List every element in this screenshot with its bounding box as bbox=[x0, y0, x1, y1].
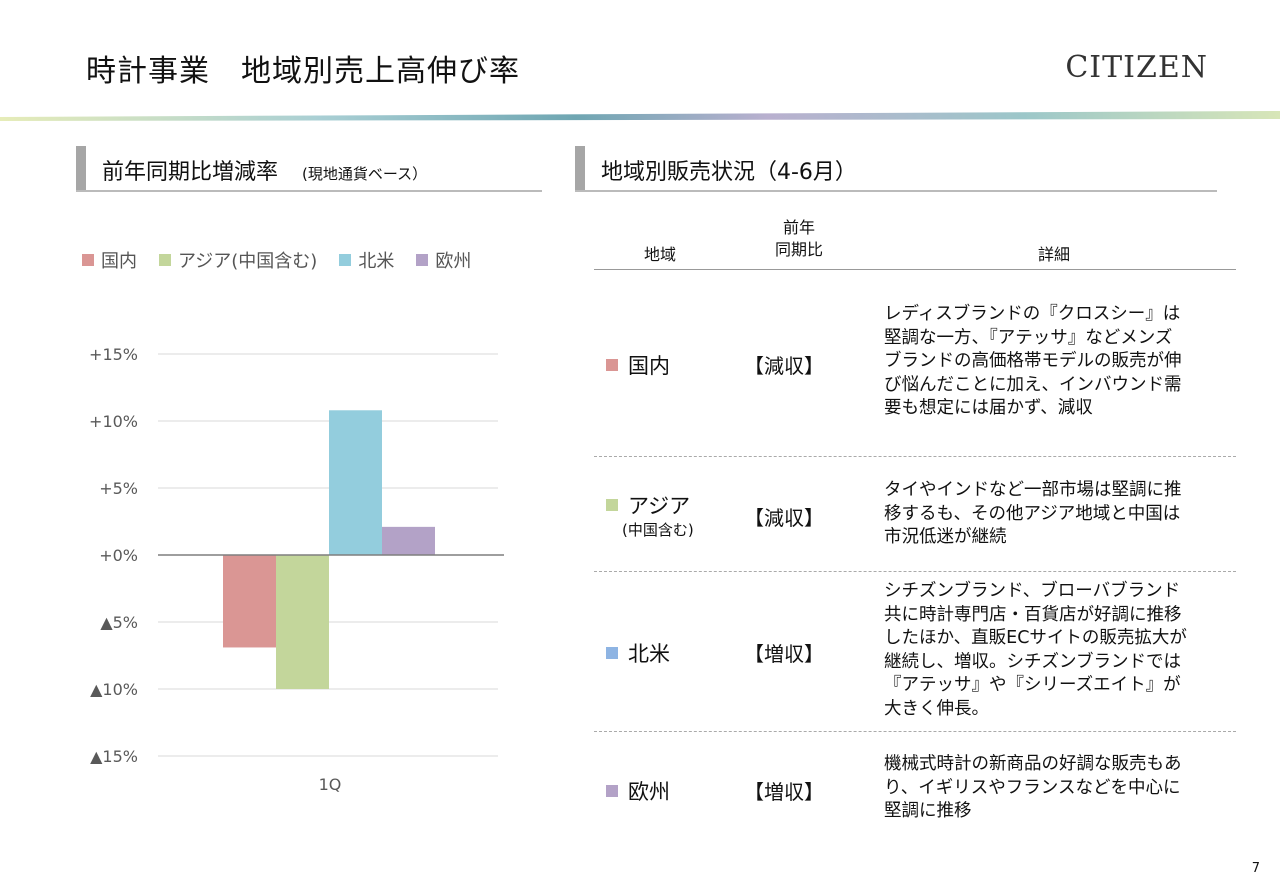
bar-europe bbox=[382, 526, 435, 555]
detail-line: 共に時計専門店・百貨店が好調に推移 bbox=[884, 604, 1182, 625]
detail-line: タイやインドなど一部市場は堅調に推 bbox=[884, 480, 1182, 500]
header-region: 地域 bbox=[643, 245, 676, 264]
legend-swatch-asia bbox=[159, 254, 171, 266]
bar-north-america bbox=[329, 410, 382, 555]
detail-line: レディスブランドの『クロスシー』は bbox=[884, 304, 1181, 324]
legend-swatch-north-america bbox=[339, 254, 352, 266]
section-header-bar bbox=[575, 146, 585, 190]
region-north-america: 北米 bbox=[606, 638, 670, 668]
legend-label: 北米 bbox=[358, 251, 395, 272]
detail-domestic: レディスブランドの『クロスシー』は 堅調な一方、『アテッサ』などメンズ ブランド… bbox=[884, 303, 1229, 421]
y-tick-label: +10% bbox=[89, 412, 138, 431]
row-separator bbox=[594, 571, 1236, 572]
detail-line: り、イギリスやフランスなどを中心に bbox=[884, 777, 1181, 798]
result-europe: 【増収】 bbox=[744, 780, 824, 804]
chart-section-title-text: 前年同期比増減率 bbox=[102, 160, 279, 185]
region-asia: アジア bbox=[606, 490, 690, 520]
region-europe: 欧州 bbox=[606, 776, 670, 806]
header-detail: 詳細 bbox=[1037, 245, 1070, 264]
chart-legend: 国内 アジア(中国含む) 北米 欧州 bbox=[82, 247, 471, 273]
detail-line: 要も想定には届かず、減収 bbox=[884, 398, 1093, 418]
table-section-title: 地域別販売状況（4-6月） bbox=[601, 160, 857, 185]
bar-domestic bbox=[223, 555, 276, 648]
legend-label: アジア(中国含む) bbox=[178, 251, 318, 272]
yoy-bar-chart: +15% +10% +5% +0% ▲5% ▲10% ▲15% 1Q bbox=[89, 345, 504, 794]
legend-item-europe: 欧州 bbox=[416, 247, 471, 273]
detail-line: 堅調に推移 bbox=[884, 801, 972, 821]
chart-section-subtitle: (現地通貨ベース） bbox=[302, 165, 428, 183]
legend-swatch-europe bbox=[416, 254, 429, 266]
row-separator bbox=[594, 456, 1236, 457]
legend-label: 欧州 bbox=[435, 251, 472, 272]
region-label: 欧州 bbox=[628, 780, 670, 804]
legend-item-north-america: 北米 bbox=[339, 247, 394, 273]
region-marker-asia bbox=[606, 499, 618, 511]
detail-line: 継続し、増収。シチズンブランドでは bbox=[884, 651, 1181, 672]
legend-label: 国内 bbox=[101, 251, 137, 272]
citizen-logo: CITIZEN bbox=[1065, 50, 1208, 85]
detail-line: 堅調な一方、『アテッサ』などメンズ bbox=[884, 327, 1173, 348]
detail-line: したほか、直販ECサイトの販売拡大が bbox=[884, 628, 1187, 648]
y-tick-label: +0% bbox=[99, 546, 138, 565]
region-marker-domestic bbox=[606, 359, 618, 371]
region-marker-north-america bbox=[606, 647, 618, 659]
region-label: 国内 bbox=[628, 354, 670, 378]
detail-asia: タイやインドなど一部市場は堅調に推 移するも、その他アジア地域と中国は 市況低迷… bbox=[884, 479, 1229, 550]
detail-north-america: シチズンブランド、ブローバブランド 共に時計専門店・百貨店が好調に推移 したほか… bbox=[884, 580, 1229, 721]
region-domestic: 国内 bbox=[606, 350, 670, 380]
chart-section-header: 前年同期比増減率 (現地通貨ベース） bbox=[76, 146, 542, 192]
bar-asia bbox=[276, 555, 329, 689]
region-marker-europe bbox=[606, 785, 618, 797]
y-tick-label: ▲10% bbox=[90, 680, 138, 699]
result-asia: 【減収】 bbox=[744, 506, 824, 530]
header-yoy: 前年 同期比 bbox=[754, 217, 844, 261]
result-domestic: 【減収】 bbox=[744, 354, 824, 378]
legend-item-asia: アジア(中国含む) bbox=[159, 247, 317, 273]
y-tick-label: +15% bbox=[89, 345, 138, 364]
y-tick-label: ▲15% bbox=[90, 747, 138, 766]
x-category-label: 1Q bbox=[319, 775, 342, 794]
detail-line: 機械式時計の新商品の好調な販売もあ bbox=[884, 754, 1182, 774]
header-yoy-line2: 同期比 bbox=[774, 240, 823, 259]
region-label: 北米 bbox=[628, 642, 670, 666]
detail-line: ブランドの高価格帯モデルの販売が伸 bbox=[884, 351, 1182, 371]
page-number: 7 bbox=[1251, 861, 1260, 876]
table-header-rule bbox=[594, 269, 1236, 270]
region-sub-asia: (中国含む) bbox=[622, 521, 694, 539]
table-section-header: 地域別販売状況（4-6月） bbox=[575, 146, 1217, 192]
detail-line: 市況低迷が継続 bbox=[884, 527, 1007, 547]
result-north-america: 【増収】 bbox=[744, 642, 824, 666]
decorative-gradient-band bbox=[0, 111, 1280, 121]
detail-line: 移するも、その他アジア地域と中国は bbox=[884, 503, 1181, 524]
detail-line: 大きく伸長。 bbox=[884, 698, 989, 719]
region-label: アジア bbox=[628, 494, 691, 518]
detail-line: 『アテッサ』や『シリーズエイト』が bbox=[884, 675, 1181, 695]
chart-section-title: 前年同期比増減率 (現地通貨ベース） bbox=[102, 154, 427, 186]
legend-swatch-domestic bbox=[82, 254, 94, 266]
detail-europe: 機械式時計の新商品の好調な販売もあ り、イギリスやフランスなどを中心に 堅調に推… bbox=[884, 753, 1229, 824]
row-separator bbox=[594, 731, 1236, 732]
legend-item-domestic: 国内 bbox=[82, 247, 137, 273]
section-header-bar bbox=[76, 146, 86, 190]
y-tick-label: ▲5% bbox=[100, 613, 138, 632]
detail-line: シチズンブランド、ブローバブランド bbox=[884, 581, 1181, 601]
detail-line: び悩んだことに加え、インバウンド需 bbox=[884, 374, 1182, 395]
header-yoy-line1: 前年 bbox=[782, 218, 815, 237]
page-title: 時計事業 地域別売上高伸び率 bbox=[86, 54, 520, 89]
y-tick-label: +5% bbox=[99, 479, 138, 498]
